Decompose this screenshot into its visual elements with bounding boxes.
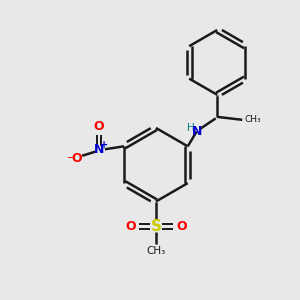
Text: O: O	[176, 220, 187, 233]
Text: CH₃: CH₃	[244, 115, 261, 124]
Text: N: N	[94, 143, 104, 156]
Text: O: O	[71, 152, 82, 165]
Text: S: S	[150, 219, 161, 234]
Text: ⁻: ⁻	[67, 154, 73, 167]
Text: +: +	[100, 140, 108, 150]
Text: N: N	[191, 125, 202, 138]
Text: O: O	[94, 120, 104, 134]
Text: H: H	[188, 123, 195, 133]
Text: O: O	[125, 220, 136, 233]
Text: CH₃: CH₃	[146, 246, 166, 256]
